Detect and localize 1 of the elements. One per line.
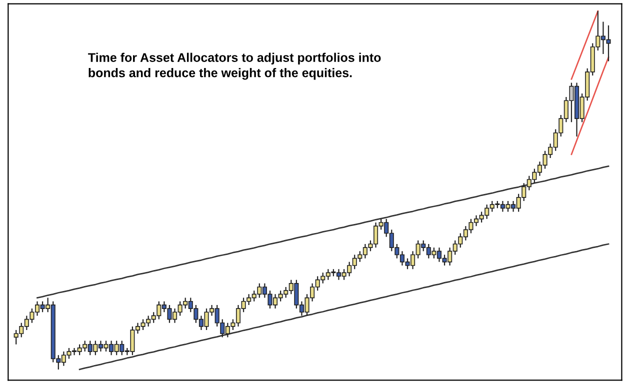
annotation: Time for Asset Allocators to adjust portfolios into bonds and reduce the weight of the equities. <box>88 52 381 80</box>
